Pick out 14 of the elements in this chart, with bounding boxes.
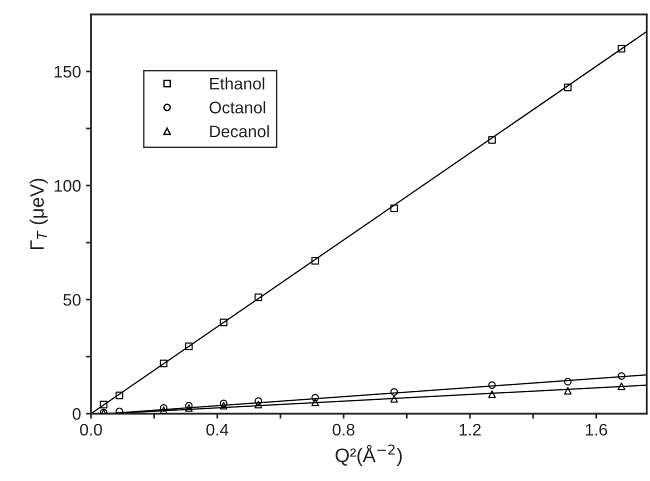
x-tick-label: 1.6	[586, 424, 608, 436]
y-tick-label: 50	[63, 294, 81, 306]
y-tick-label: 150	[54, 66, 81, 78]
x-axis-title: Q²(Å$^{−2}$)	[336, 444, 402, 466]
legend-label: Decanol	[210, 125, 269, 138]
legend-label: Ethanol	[210, 77, 264, 90]
legend-label: Octanol	[210, 101, 266, 114]
y-axis-title: Γ$_{T}$ (μeV)	[30, 178, 48, 250]
y-tick-label: 0	[72, 408, 81, 420]
x-tick-label: 0.4	[206, 424, 228, 436]
x-tick-label: 0.0	[80, 424, 102, 436]
x-tick-label: 1.2	[460, 424, 481, 436]
y-tick-label: 100	[54, 180, 81, 192]
x-tick-label: 0.8	[332, 424, 354, 436]
